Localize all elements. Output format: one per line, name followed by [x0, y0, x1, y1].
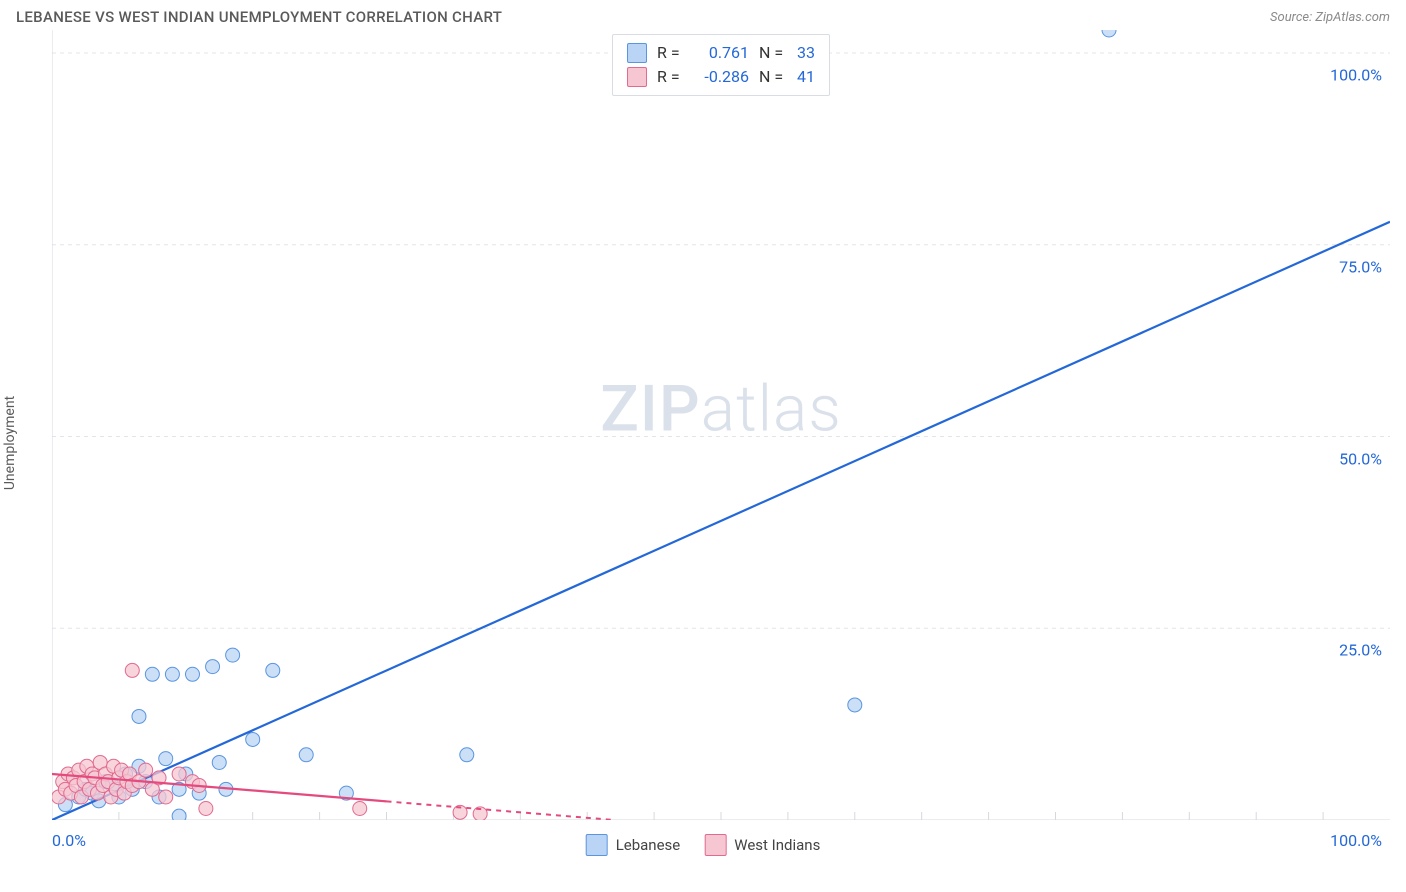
scatter-plot-svg — [52, 30, 1390, 820]
r-value: -0.286 — [695, 65, 749, 89]
y-tick-label: 50.0% — [1339, 449, 1382, 468]
legend-label: West Indians — [734, 836, 820, 854]
r-label: R = — [657, 65, 685, 89]
n-label: N = — [759, 41, 787, 65]
series-swatch-icon — [627, 67, 647, 87]
stats-row: R = -0.286 N = 41 — [627, 65, 815, 89]
legend-swatch-icon — [586, 834, 608, 856]
series-swatch-icon — [627, 43, 647, 63]
legend-item: Lebanese — [586, 834, 681, 856]
legend-item: West Indians — [704, 834, 820, 856]
legend-label: Lebanese — [616, 836, 681, 854]
r-label: R = — [657, 41, 685, 65]
r-value: 0.761 — [695, 41, 749, 65]
chart-title: LEBANESE VS WEST INDIAN UNEMPLOYMENT COR… — [16, 8, 502, 26]
y-tick-label: 75.0% — [1339, 257, 1382, 276]
y-axis-label: Unemployment — [2, 396, 18, 490]
chart-container: Unemployment ZIPatlas R =0.761N =33R =-0… — [16, 30, 1390, 856]
n-label: N = — [759, 65, 787, 89]
n-value: 41 — [797, 65, 815, 89]
x-tick-max: 100.0% — [1330, 831, 1382, 850]
series-legend: Lebanese West Indians — [586, 834, 821, 856]
source-attribution: Source: ZipAtlas.com — [1270, 10, 1390, 25]
legend-swatch-icon — [704, 834, 726, 856]
y-tick-label: 100.0% — [1330, 66, 1382, 85]
stats-row: R = 0.761 N = 33 — [627, 41, 815, 65]
plot-area: ZIPatlas R =0.761N =33R =-0.286N =41 25.… — [52, 30, 1390, 820]
x-tick-min: 0.0% — [52, 831, 86, 850]
y-tick-label: 25.0% — [1339, 641, 1382, 660]
n-value: 33 — [797, 41, 815, 65]
stats-legend-box: R = 0.761 N = 33 R = -0.286 N = 41 — [612, 34, 830, 96]
